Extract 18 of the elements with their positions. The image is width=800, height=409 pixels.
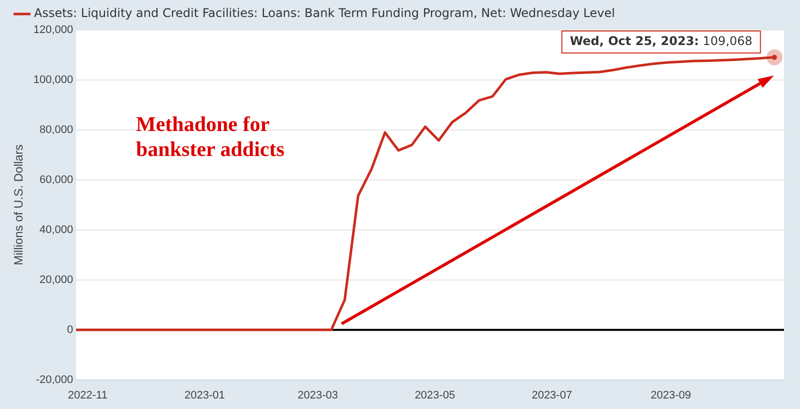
x-tick-label: 2022-11 <box>68 389 108 402</box>
y-tick-label: 120,000 <box>33 24 74 36</box>
y-axis-title: Millions of U.S. Dollars <box>12 144 26 266</box>
y-tick-label: 20,000 <box>40 274 74 286</box>
x-tick-label: 2023-09 <box>650 389 692 402</box>
x-tick-label: 2023-07 <box>532 389 572 402</box>
y-tick-label: 0 <box>67 324 74 336</box>
x-tick-label: 2023-01 <box>184 389 225 402</box>
annotation: Methadone for bankster addicts <box>136 112 286 162</box>
y-tick-label: 80,000 <box>40 124 74 136</box>
y-tick-label: 100,000 <box>33 74 74 86</box>
x-tick-label: 2023-05 <box>414 389 456 402</box>
y-tick-label: 60,000 <box>40 174 74 186</box>
legend-label: Assets: Liquidity and Credit Facilities: Loans: Bank Term Funding Program, Net: Wednesday Level <box>34 6 615 20</box>
x-tick-label: 2023-03 <box>298 389 338 402</box>
y-tick-label: 40,000 <box>40 224 74 236</box>
y-tick-label: -20,000 <box>36 374 74 386</box>
annotation: Wed, Oct 25, 2023: 109,068 <box>570 34 752 48</box>
